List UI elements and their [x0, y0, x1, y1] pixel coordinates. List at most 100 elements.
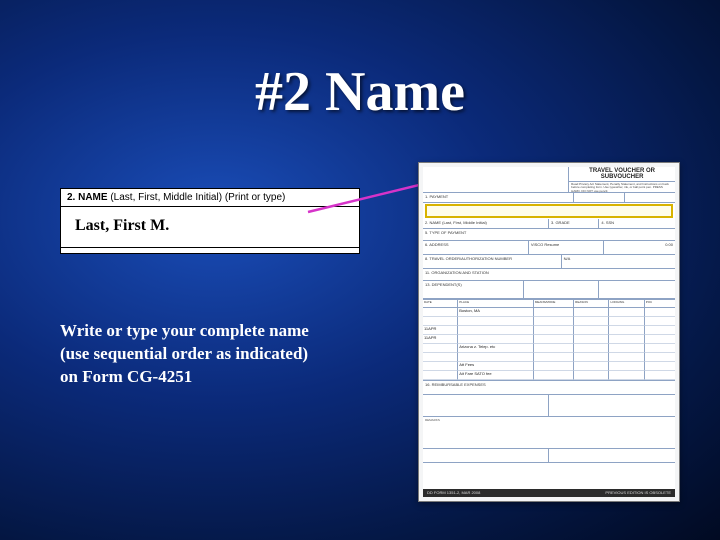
itin-cell [645, 353, 675, 362]
form-cell: 16. REIMBURSABLE EXPENSES [423, 381, 675, 394]
slide-title: #2 Name [0, 60, 720, 124]
itin-cell [609, 326, 644, 335]
instruction-text: Write or type your complete name (use se… [60, 320, 380, 389]
form-cell: 1. PAYMENT [423, 193, 574, 202]
form-footer-left: DD FORM 1351-2, MAR 2008 [427, 490, 480, 496]
itin-cell [534, 362, 574, 371]
itin-col: DATE [423, 300, 458, 308]
itin-cell [574, 308, 609, 317]
form-row: 6. ADDRESS VISCO Resume 0.00 [423, 241, 675, 255]
itinerary-row: Arizona z. Telep. etc [423, 344, 675, 353]
form-cell [423, 449, 549, 462]
itin-cell: 11APR [423, 326, 458, 335]
name-field-bottom-border [61, 247, 359, 253]
itin-cell [458, 317, 534, 326]
itin-col: PLACE [458, 300, 534, 308]
itin-cell [609, 362, 644, 371]
itin-cell [534, 344, 574, 353]
itin-cell [609, 308, 644, 317]
form-inner: TRAVEL VOUCHER OR SUBVOUCHER Read Privac… [423, 167, 675, 497]
itin-cell [458, 335, 534, 344]
form-row: 5. TYPE OF PAYMENT [423, 229, 675, 241]
itin-cell [574, 362, 609, 371]
itin-cell [423, 317, 458, 326]
form-footer: DD FORM 1351-2, MAR 2008 PREVIOUS EDITIO… [423, 489, 675, 497]
itin-cell [609, 335, 644, 344]
name-field-value: Last, First M. [61, 207, 359, 247]
itin-cell [534, 317, 574, 326]
itin-cell: Boston, MA [458, 308, 534, 317]
form-cell: 0.00 [604, 241, 675, 254]
itin-cell [423, 362, 458, 371]
itin-cell: 11APR [423, 335, 458, 344]
itinerary-section: DATE PLACE MEANS/MODE REASON LODGING POC… [423, 299, 675, 381]
highlighted-name-row [425, 204, 673, 218]
itin-col: MEANS/MODE [534, 300, 574, 308]
itin-cell [574, 326, 609, 335]
form-header-left [423, 167, 569, 192]
form-cell: 13. DEPENDENT(S) [423, 281, 524, 298]
itin-cell [645, 308, 675, 317]
itin-cell: Arizona z. Telep. etc [458, 344, 534, 353]
form-row: 11. ORGANIZATION AND STATION [423, 269, 675, 281]
itin-cell [574, 335, 609, 344]
itin-cell [458, 353, 534, 362]
form-title: TRAVEL VOUCHER OR SUBVOUCHER [569, 167, 675, 182]
itinerary-row [423, 353, 675, 362]
itin-cell [609, 371, 644, 380]
itin-cell [574, 353, 609, 362]
itin-cell [645, 326, 675, 335]
form-cell [549, 395, 675, 416]
itinerary-row: Att Fees [423, 362, 675, 371]
form-cell [549, 449, 675, 462]
instruction-line: on Form CG-4251 [60, 366, 380, 389]
itin-cell [534, 335, 574, 344]
itin-cell: Ait Fare SATO fee [458, 371, 534, 380]
itin-col: REASON [574, 300, 609, 308]
itinerary-row: Boston, MA [423, 308, 675, 317]
itin-cell [609, 344, 644, 353]
form-cell: 6. ADDRESS [423, 241, 529, 254]
form-row [423, 449, 675, 463]
itin-cell [534, 326, 574, 335]
form-footer-right: PREVIOUS EDITION IS OBSOLETE [605, 490, 671, 496]
name-field-panel: 2. NAME (Last, First, Middle Initial) (P… [60, 188, 360, 254]
name-field-label-rest: (Last, First, Middle Initial) (Print or … [108, 192, 286, 203]
itin-cell [458, 326, 534, 335]
itin-cell [609, 353, 644, 362]
form-cell: 5. TYPE OF PAYMENT [423, 229, 675, 240]
itinerary-row [423, 317, 675, 326]
itin-cell [534, 308, 574, 317]
itin-cell [574, 371, 609, 380]
itin-cell [645, 344, 675, 353]
itin-cell [645, 335, 675, 344]
name-field-header: 2. NAME (Last, First, Middle Initial) (P… [61, 189, 359, 207]
form-cell [574, 193, 624, 202]
itin-cell [423, 344, 458, 353]
form-header-right: TRAVEL VOUCHER OR SUBVOUCHER Read Privac… [569, 167, 675, 192]
form-cell: REMARKS [423, 417, 675, 448]
form-cell [423, 395, 549, 416]
itin-cell [423, 353, 458, 362]
form-cell: N/A [562, 255, 675, 268]
itin-cell: Att Fees [458, 362, 534, 371]
itin-cell [574, 317, 609, 326]
form-cell: 11. ORGANIZATION AND STATION [423, 269, 675, 280]
itin-col: POC [645, 300, 675, 308]
form-thumbnail: TRAVEL VOUCHER OR SUBVOUCHER Read Privac… [418, 162, 680, 502]
itinerary-row: 11APR [423, 326, 675, 335]
form-row: 16. REIMBURSABLE EXPENSES [423, 381, 675, 395]
itin-cell [574, 344, 609, 353]
form-cell [599, 281, 675, 298]
form-cell: 3. GRADE [549, 219, 599, 228]
itinerary-rows: Boston, MA11APR11APRArizona z. Telep. et… [423, 308, 675, 380]
form-cell: 8. TRAVEL ORDER/AUTHORIZATION NUMBER [423, 255, 562, 268]
instruction-line: (use sequential order as indicated) [60, 343, 380, 366]
form-cell [625, 193, 675, 202]
form-row: 1. PAYMENT [423, 193, 675, 203]
itin-cell [534, 371, 574, 380]
itin-cell [645, 362, 675, 371]
name-field-label-bold: 2. NAME [67, 192, 108, 203]
form-row: 8. TRAVEL ORDER/AUTHORIZATION NUMBER N/A [423, 255, 675, 269]
form-row: 13. DEPENDENT(S) [423, 281, 675, 299]
